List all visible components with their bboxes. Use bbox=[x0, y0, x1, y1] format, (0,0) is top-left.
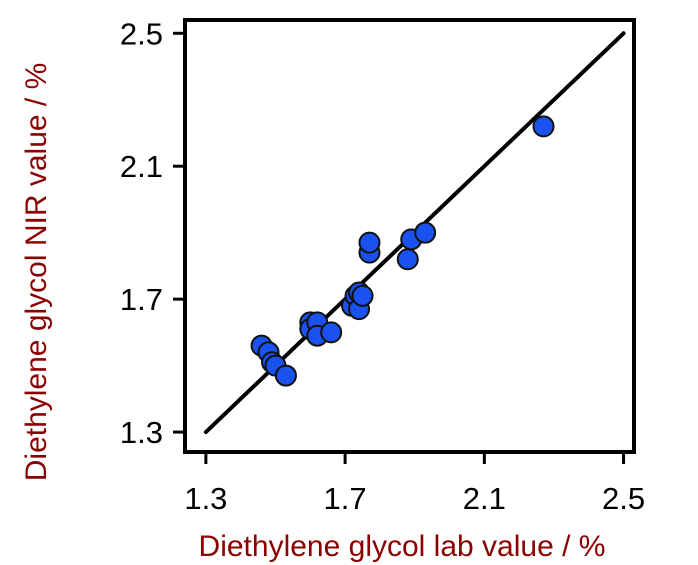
x-axis-title: Diethylene glycol lab value / % bbox=[199, 530, 606, 563]
data-point bbox=[532, 115, 555, 138]
y-tick-label: 2.1 bbox=[120, 149, 163, 184]
data-point bbox=[396, 248, 419, 271]
y-tick-label: 1.3 bbox=[120, 415, 163, 450]
data-point bbox=[351, 284, 374, 307]
x-tick-label: 2.1 bbox=[463, 481, 506, 516]
data-point bbox=[414, 221, 437, 244]
x-tick-label: 1.7 bbox=[324, 481, 367, 516]
y-tick-label: 2.5 bbox=[120, 16, 163, 51]
data-point bbox=[358, 231, 381, 254]
data-point bbox=[274, 364, 297, 387]
data-point bbox=[320, 321, 343, 344]
x-tick-label: 1.3 bbox=[184, 481, 227, 516]
y-tick-label: 1.7 bbox=[120, 282, 163, 317]
y-axis-title: Diethylene glycol NIR value / % bbox=[20, 63, 53, 482]
x-tick-label: 2.5 bbox=[602, 481, 645, 516]
